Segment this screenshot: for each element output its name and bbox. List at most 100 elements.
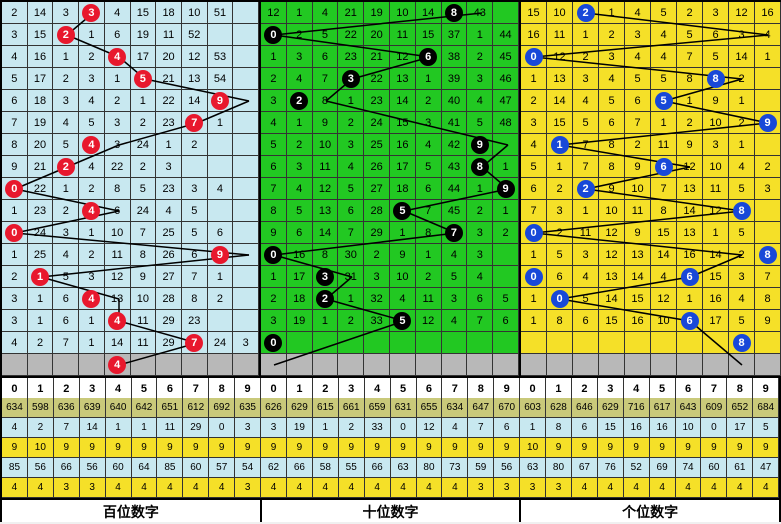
- grid-cell: [493, 2, 519, 24]
- grid-cell: 2: [261, 68, 287, 90]
- grid-cell: 15: [28, 24, 54, 46]
- grid-cell: [233, 310, 259, 332]
- grid-cell: 8: [105, 178, 131, 200]
- grid-cell: 54: [208, 68, 234, 90]
- header-cell: 4: [106, 378, 132, 400]
- grid-cell: 6: [53, 310, 79, 332]
- grid-cell: 1: [261, 266, 287, 288]
- stat-cell: 58: [313, 458, 339, 478]
- grid-cell: 15: [599, 310, 625, 332]
- title-bai: 百位数字: [2, 500, 262, 522]
- grid-cell: 5: [416, 156, 442, 178]
- grid-cell: 1: [521, 310, 547, 332]
- stat-cell: 661: [339, 398, 365, 418]
- grid-cell: 29: [364, 222, 390, 244]
- grid-cell: 6: [416, 46, 442, 68]
- grid-cell: 40: [442, 90, 468, 112]
- grid-cell: 51: [208, 2, 234, 24]
- trend-ball: 8: [733, 334, 751, 352]
- stat-cell: 52: [624, 458, 650, 478]
- header-cell: 7: [701, 378, 727, 400]
- grid-cell: 6: [313, 46, 339, 68]
- grid-cell: [79, 354, 105, 376]
- stat-cell: 647: [468, 398, 494, 418]
- grid-cell: 10: [313, 134, 339, 156]
- stat-cell: 15: [598, 418, 624, 438]
- grid-cell: 5: [573, 112, 599, 134]
- grid-cell: 19: [364, 2, 390, 24]
- grid-cell: 2: [2, 2, 28, 24]
- stat-cell: 80: [546, 458, 572, 478]
- trend-ball: 2: [577, 4, 595, 22]
- grid-cell: 1: [79, 222, 105, 244]
- grid-cell: 24: [364, 112, 390, 134]
- grid-cell: [729, 354, 755, 376]
- grid-cell: [573, 354, 599, 376]
- grid-cell: 11: [625, 200, 651, 222]
- trend-ball: 8: [707, 70, 725, 88]
- grid-cell: 19: [131, 24, 157, 46]
- grid-cell: 5: [651, 68, 677, 90]
- grid-cell: 3: [467, 222, 493, 244]
- grid-cell: [287, 332, 313, 354]
- grid-cell: 9: [599, 178, 625, 200]
- grid-cell: 7: [677, 46, 703, 68]
- grid-cell: 2: [53, 24, 79, 46]
- stat-cell: 615: [313, 398, 339, 418]
- stat-cell: 0: [209, 418, 235, 438]
- grid-cell: 10: [703, 112, 729, 134]
- grid-cell: 9: [208, 244, 234, 266]
- grid-cell: 1: [467, 24, 493, 46]
- stat-cell: 85: [2, 458, 28, 478]
- header-cell: 9: [235, 378, 261, 400]
- grid-cell: 4: [338, 156, 364, 178]
- grid-cell: 7: [313, 68, 339, 90]
- grid-cell: [599, 332, 625, 354]
- grid-cell: 4: [573, 266, 599, 288]
- grid-cell: 8: [442, 2, 468, 24]
- grid-cell: 25: [364, 134, 390, 156]
- trend-ball: 2: [290, 92, 308, 110]
- grid-cell: 0: [521, 222, 547, 244]
- grid-cell: 2: [79, 178, 105, 200]
- stat-cell: 14: [80, 418, 106, 438]
- grid-cell: 7: [53, 332, 79, 354]
- grid-cell: [703, 354, 729, 376]
- grid-cell: 4: [416, 134, 442, 156]
- header-cell: 7: [442, 378, 468, 400]
- grid-cell: 16: [521, 24, 547, 46]
- header-cell: 6: [417, 378, 443, 400]
- header-cell: 3: [598, 378, 624, 400]
- stat-cell: 4: [106, 478, 132, 498]
- grid-cell: [338, 354, 364, 376]
- grid-cell: [208, 134, 234, 156]
- grid-cell: 11: [156, 24, 182, 46]
- stat-cell: 643: [676, 398, 702, 418]
- grid-cell: 14: [313, 222, 339, 244]
- stat-cell: 9: [54, 438, 80, 458]
- grid-cell: 3: [703, 134, 729, 156]
- grid-cell: 22: [156, 90, 182, 112]
- grid-cell: 14: [651, 244, 677, 266]
- stat-cell: 651: [157, 398, 183, 418]
- grid-cell: 5: [53, 134, 79, 156]
- grid-cell: [755, 200, 781, 222]
- grid-cell: 46: [493, 68, 519, 90]
- trend-ball: 3: [82, 4, 100, 22]
- grid-cell: 14: [182, 90, 208, 112]
- grid-cell: 11: [573, 222, 599, 244]
- grid-cell: 4: [287, 178, 313, 200]
- stat-cell: 629: [287, 398, 313, 418]
- grid-cell: 9: [493, 178, 519, 200]
- stat-cell: 0: [391, 418, 417, 438]
- header-cell: 2: [313, 378, 339, 400]
- grid-cell: [467, 354, 493, 376]
- grid-cell: 2: [287, 24, 313, 46]
- stat-cell: 4: [287, 478, 313, 498]
- grid-cell: 2: [79, 244, 105, 266]
- grid-cell: 2: [2, 266, 28, 288]
- grid-cell: [208, 310, 234, 332]
- grid-cell: 23: [28, 200, 54, 222]
- grid-cell: 2: [287, 90, 313, 112]
- stat-cell: 2: [339, 418, 365, 438]
